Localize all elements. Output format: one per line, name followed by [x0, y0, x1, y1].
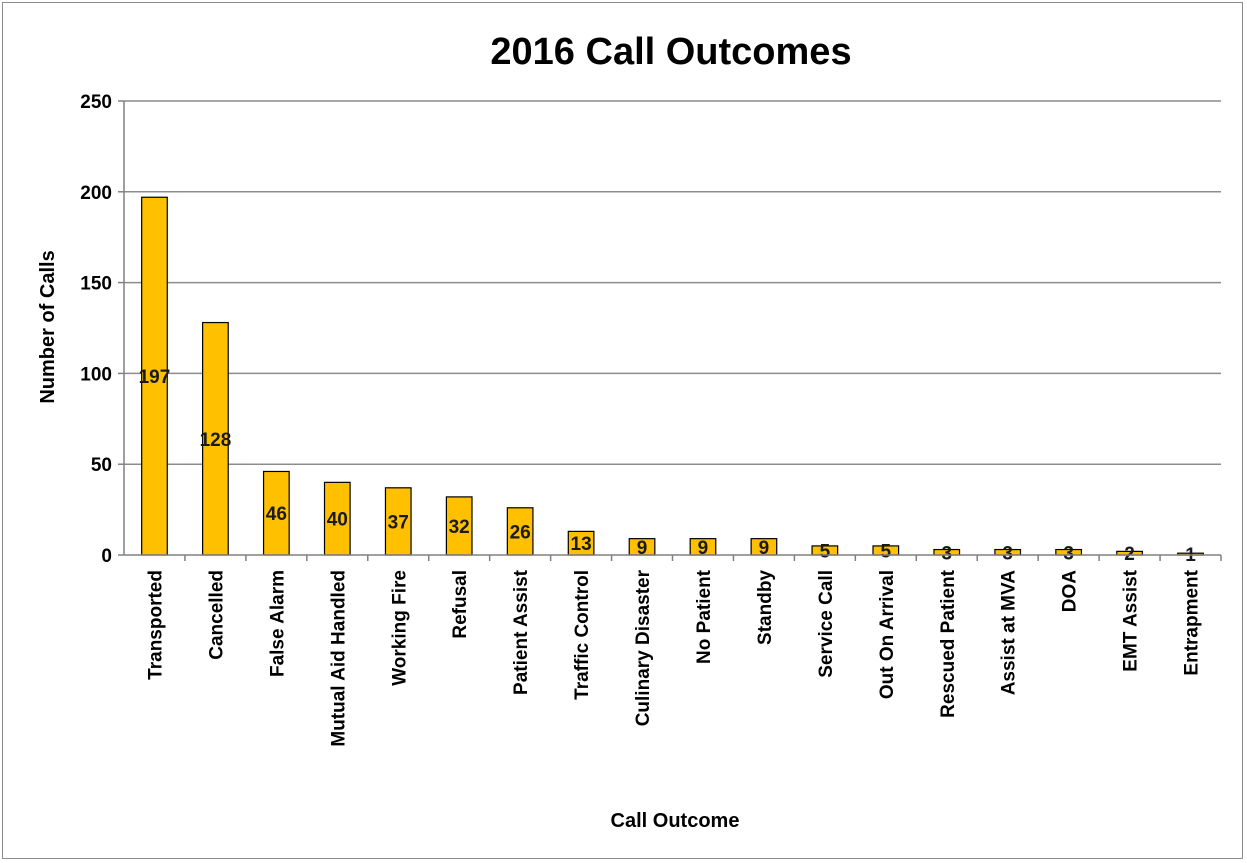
data-label: 9: [759, 538, 770, 559]
bar: [445, 496, 473, 556]
category-label: Patient Assist: [511, 569, 532, 695]
category-label: Service Call: [816, 570, 837, 678]
category-label: Cancelled: [206, 570, 227, 660]
data-label: 9: [637, 538, 648, 559]
x-axis-label: Call Outcome: [611, 810, 740, 832]
y-axis-ticks: 0 50 100 150 200 250: [80, 92, 124, 567]
category-label: DOA: [1060, 570, 1081, 613]
y-tick-label: 250: [80, 92, 112, 113]
y-tick-label: 100: [80, 364, 112, 385]
category-label: Standby: [755, 570, 776, 645]
y-tick-label: 50: [91, 455, 112, 476]
data-label: 9: [698, 538, 709, 559]
y-tick-label: 0: [101, 546, 112, 567]
bar: [262, 470, 290, 556]
category-label: Transported: [145, 570, 166, 680]
bar: [323, 481, 351, 556]
category-label: Culinary Disaster: [633, 569, 654, 726]
data-label: 26: [510, 522, 531, 543]
category-label: False Alarm: [267, 570, 288, 677]
category-label: Rescued Patient: [938, 569, 959, 717]
data-label: 32: [449, 517, 470, 538]
chart-title: 2016 Call Outcomes: [490, 31, 851, 73]
bar: [202, 321, 229, 556]
bar: [141, 196, 168, 556]
category-label: Mutual Aid Handled: [328, 570, 349, 747]
data-label: 37: [388, 512, 409, 533]
bar: [506, 507, 534, 556]
data-label: 46: [266, 504, 287, 525]
data-label: 40: [327, 510, 348, 531]
category-label: Traffic Control: [572, 570, 593, 700]
data-label: 128: [200, 430, 232, 451]
bars: 1971284640373226139995533321: [139, 196, 1204, 566]
category-label: Refusal: [450, 570, 471, 639]
category-label: Assist at MVA: [999, 570, 1020, 696]
bar: [384, 487, 412, 556]
category-label: Out On Arrival: [877, 570, 898, 699]
category-label: Entrapment: [1182, 569, 1203, 675]
data-label: 197: [139, 367, 171, 388]
y-axis-label: Number of Calls: [37, 250, 59, 403]
x-axis-categories: Transported Cancelled False Alarm Mutual Ai…: [145, 555, 1222, 747]
category-label: Working Fire: [389, 570, 410, 686]
data-label: 5: [881, 541, 892, 562]
y-tick-label: 150: [80, 274, 112, 295]
data-label: 5: [820, 541, 831, 562]
category-label: No Patient: [694, 569, 715, 664]
data-label: 3: [941, 543, 952, 564]
gridlines: [124, 100, 1221, 465]
y-tick-label: 200: [80, 183, 112, 204]
data-label: 3: [1002, 543, 1013, 564]
category-label: EMT Assist: [1121, 569, 1142, 671]
data-label: 13: [571, 534, 592, 555]
data-label: 3: [1063, 543, 1074, 564]
